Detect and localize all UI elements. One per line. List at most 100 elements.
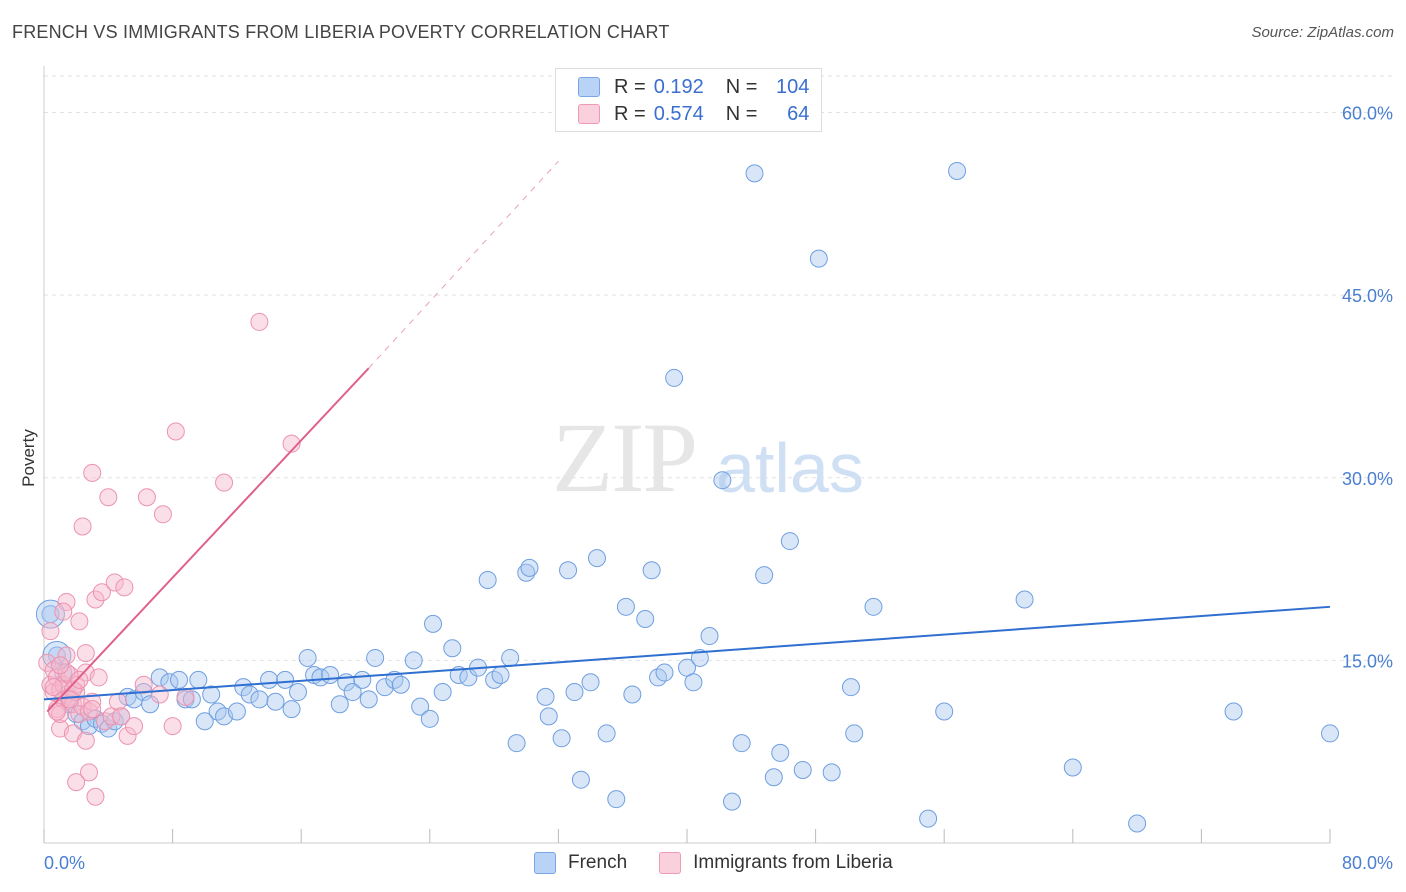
point-french xyxy=(404,651,423,670)
trend-line-liberia xyxy=(46,367,370,713)
watermark-zip: ZIP xyxy=(552,402,698,513)
legend-item-french[interactable]: French xyxy=(534,852,627,874)
point-french xyxy=(240,685,259,704)
point-liberia xyxy=(47,702,66,721)
trend-line-french xyxy=(43,605,1331,701)
point-liberia xyxy=(118,726,137,745)
legend-r-label: R = xyxy=(614,75,646,98)
point-french xyxy=(780,532,799,551)
point-liberia xyxy=(99,488,118,507)
point-french xyxy=(330,695,349,714)
point-french xyxy=(559,561,578,580)
point-french xyxy=(501,648,520,667)
point-liberia xyxy=(250,312,269,331)
point-french xyxy=(298,648,317,667)
point-liberia xyxy=(115,578,134,597)
point-french xyxy=(424,614,443,633)
point-french xyxy=(539,707,558,726)
point-french xyxy=(507,734,526,753)
point-french xyxy=(250,690,269,709)
point-french xyxy=(1015,590,1034,609)
point-french xyxy=(636,609,655,628)
point-french xyxy=(700,627,719,646)
point-french xyxy=(359,690,378,709)
point-french xyxy=(665,368,684,387)
point-french xyxy=(125,690,144,709)
point-french xyxy=(35,599,65,629)
legend-swatch-french xyxy=(534,852,556,874)
point-french xyxy=(343,683,362,702)
legend-swatch-liberia xyxy=(659,852,682,874)
point-french xyxy=(202,685,221,704)
point-french xyxy=(227,702,246,721)
watermark-atlas: atlas xyxy=(716,429,864,507)
point-french xyxy=(276,670,295,689)
point-french xyxy=(809,249,828,268)
chart-title: FRENCH VS IMMIGRANTS FROM LIBERIA POVERT… xyxy=(12,22,670,42)
point-liberia xyxy=(134,675,153,694)
point-liberia xyxy=(163,717,182,736)
point-liberia xyxy=(70,670,89,689)
point-french xyxy=(623,685,642,704)
y-tick-label: 15.0% xyxy=(1342,651,1393,671)
legend-n-label: N = xyxy=(725,102,758,125)
point-french xyxy=(1321,724,1339,743)
point-french xyxy=(771,743,790,762)
legend-row-french: R = 0.192 N = 104 xyxy=(578,75,809,99)
point-liberia xyxy=(76,731,95,750)
point-french xyxy=(845,724,864,743)
point-french xyxy=(948,161,967,180)
point-french xyxy=(745,164,764,183)
point-french xyxy=(755,566,774,585)
axes xyxy=(43,66,1331,844)
point-liberia xyxy=(108,692,127,711)
point-french xyxy=(841,678,860,697)
point-french xyxy=(420,709,439,728)
point-french xyxy=(375,678,394,697)
source-label: Source: ZipAtlas.com xyxy=(1251,24,1394,41)
point-french xyxy=(478,571,497,590)
point-liberia xyxy=(51,656,70,675)
legend-item-liberia[interactable]: Immigrants from Liberia xyxy=(659,852,893,874)
point-liberia xyxy=(150,685,169,704)
point-french xyxy=(170,670,189,689)
point-french xyxy=(607,790,626,809)
point-liberia xyxy=(83,700,102,719)
point-french xyxy=(366,648,385,667)
legend-row-liberia: R = 0.574 N = 64 xyxy=(578,102,809,126)
point-french xyxy=(433,683,452,702)
point-liberia xyxy=(83,692,102,711)
legend-label-french: French xyxy=(568,852,628,873)
y-axis-label: Poverty xyxy=(19,429,38,487)
point-french xyxy=(1128,814,1147,833)
point-french xyxy=(864,597,883,616)
point-liberia xyxy=(215,473,234,492)
point-french xyxy=(234,678,253,697)
series-liberia-points xyxy=(38,312,301,806)
point-french xyxy=(565,683,584,702)
point-french xyxy=(491,665,510,684)
point-liberia xyxy=(76,644,95,663)
point-french xyxy=(189,670,208,689)
point-french xyxy=(597,724,616,743)
legend-swatch-liberia xyxy=(578,104,600,124)
point-french xyxy=(655,663,674,682)
point-french xyxy=(723,792,742,811)
point-liberia xyxy=(176,687,195,706)
point-french xyxy=(411,697,430,716)
point-french xyxy=(282,700,301,719)
trend-lines xyxy=(43,160,1331,713)
y-tick-label: 45.0% xyxy=(1342,286,1393,306)
point-liberia xyxy=(282,434,301,453)
point-liberia xyxy=(60,665,79,684)
point-liberia xyxy=(153,505,172,524)
point-liberia xyxy=(89,668,108,687)
point-french xyxy=(690,648,709,667)
point-liberia xyxy=(125,717,144,736)
series-legend: French Immigrants from Liberia xyxy=(534,852,925,874)
x-tick-label: 80.0% xyxy=(1342,853,1393,873)
point-liberia xyxy=(92,583,111,602)
point-french xyxy=(1224,702,1243,721)
legend-r-value: 0.192 xyxy=(653,75,704,98)
point-liberia xyxy=(60,690,79,709)
